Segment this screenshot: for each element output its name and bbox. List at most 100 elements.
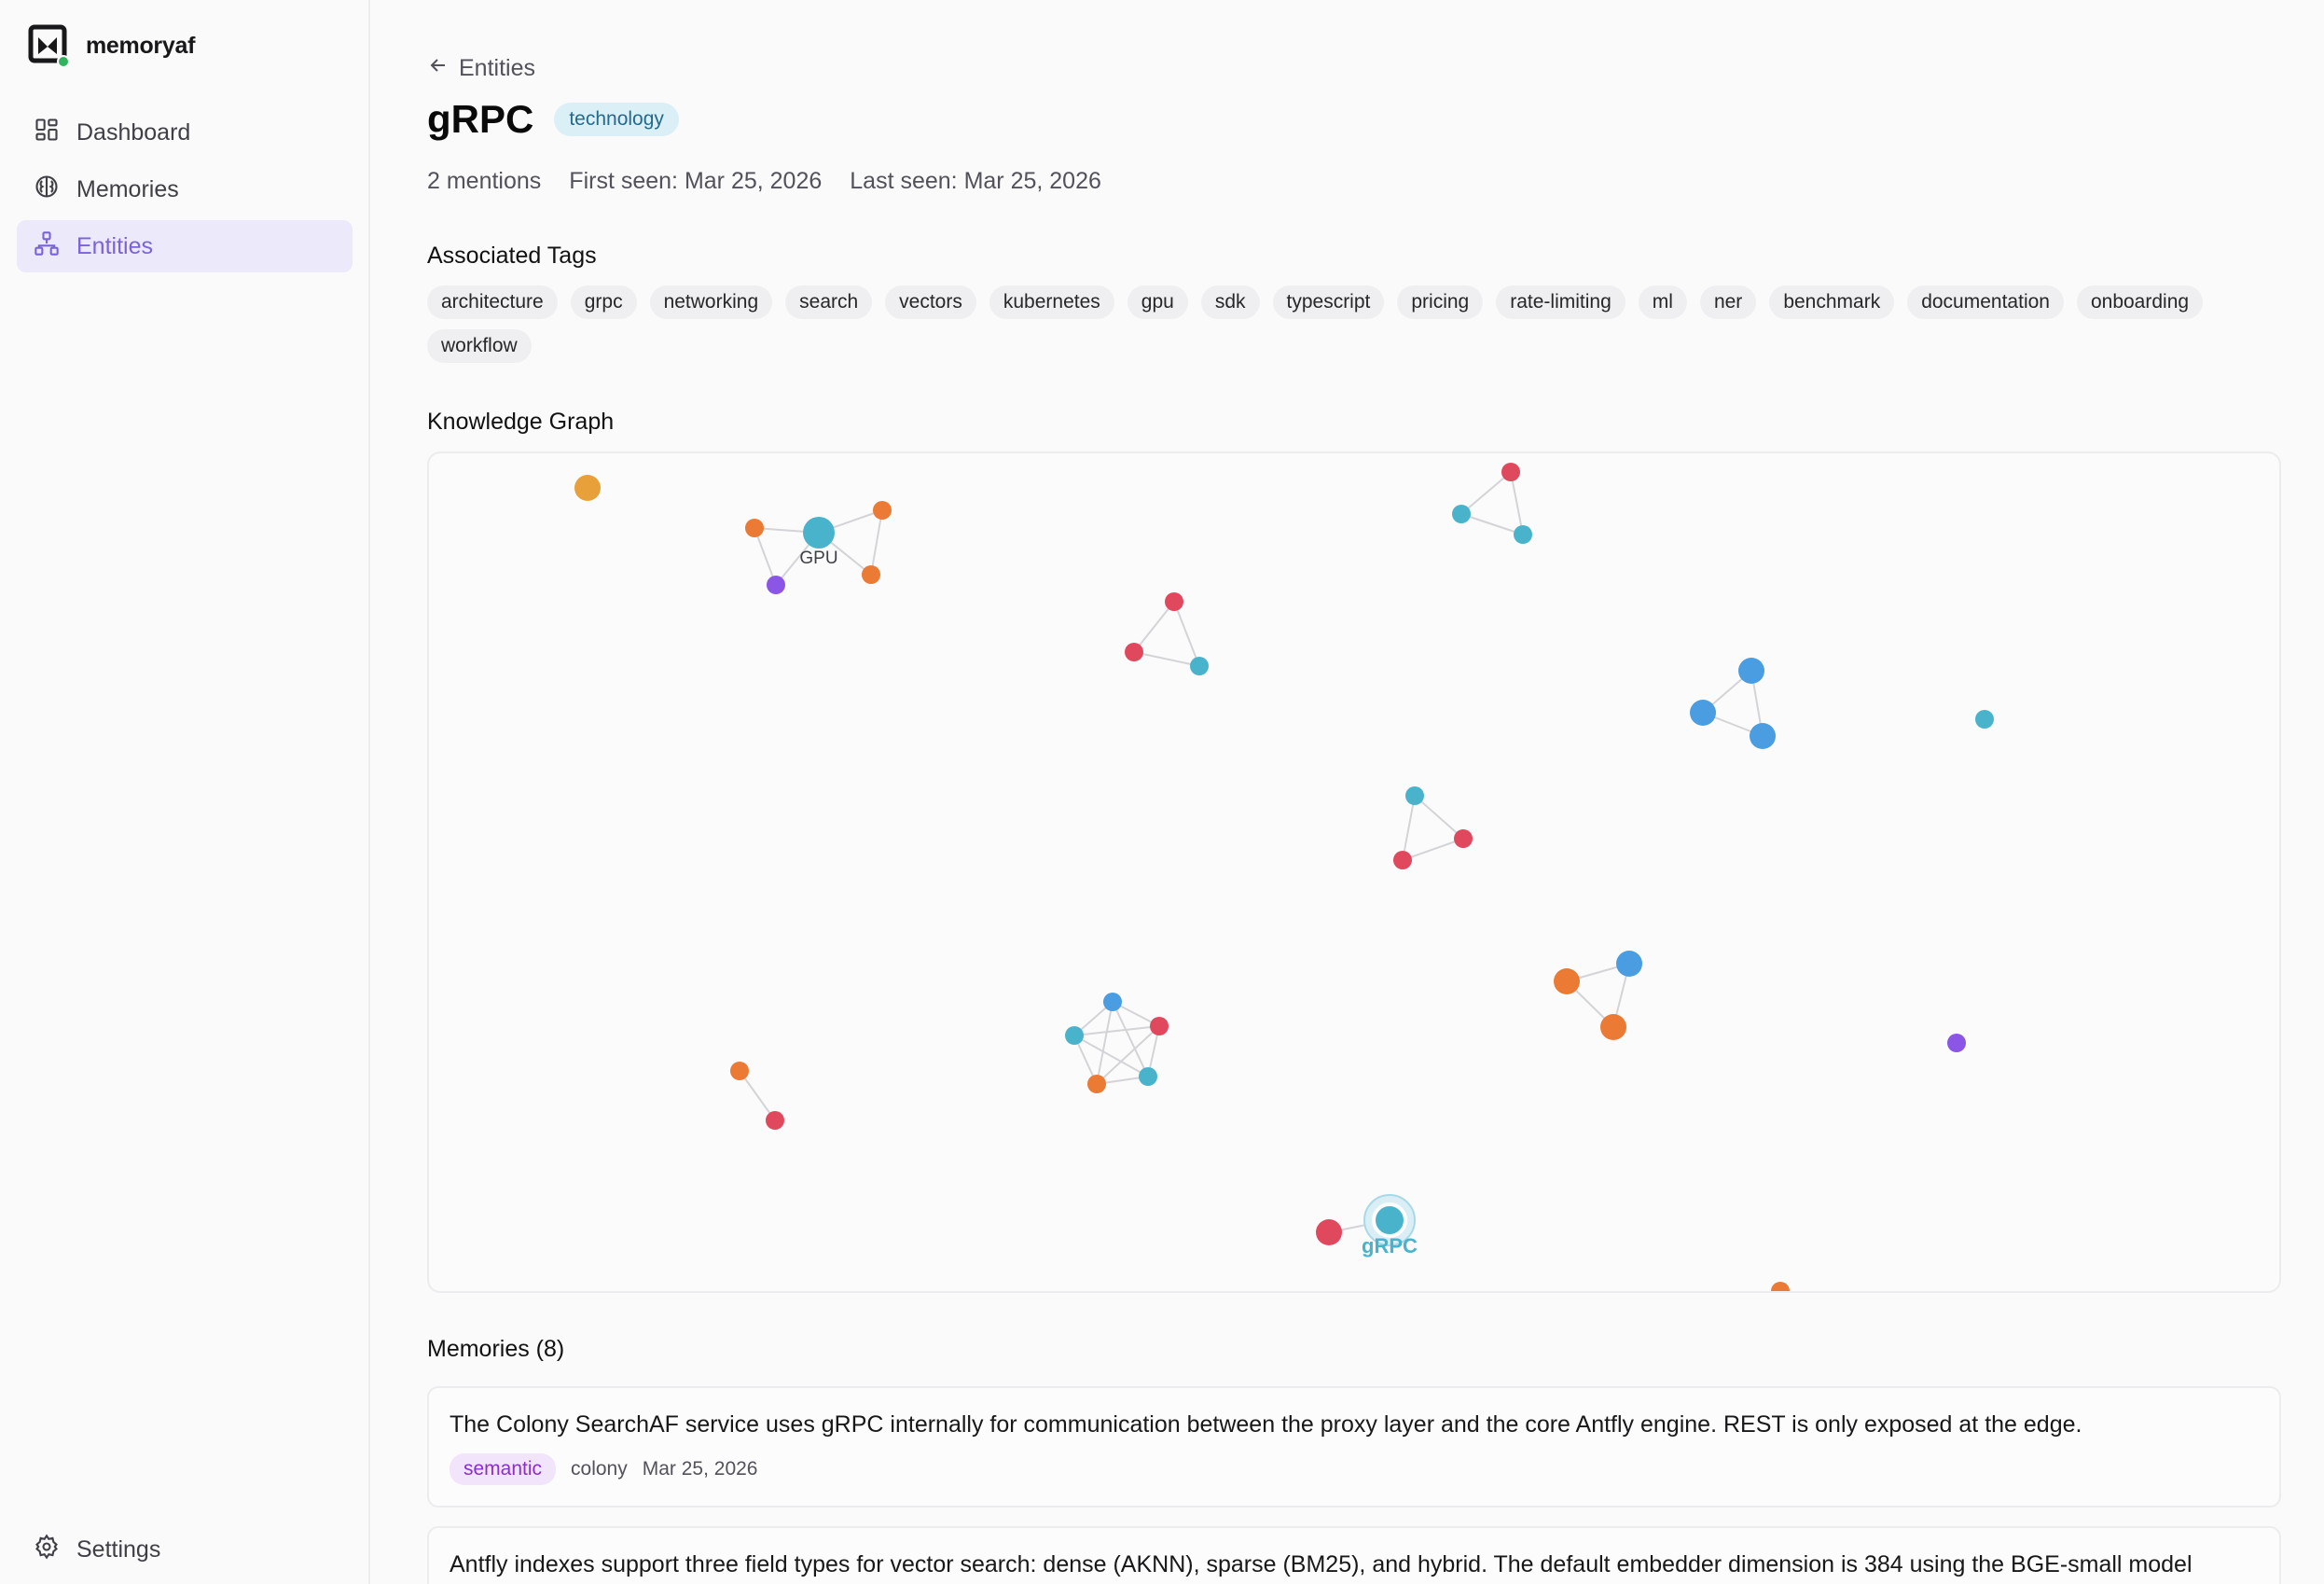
page-title: gRPC — [427, 97, 534, 141]
memory-text: Antfly indexes support three field types… — [450, 1551, 2193, 1577]
graph-node[interactable] — [1065, 1026, 1084, 1045]
sidebar-item-label: Entities — [76, 232, 153, 259]
graph-node[interactable] — [1975, 710, 1994, 729]
graph-node[interactable] — [1750, 723, 1776, 749]
gear-icon — [34, 1533, 60, 1566]
arrow-left-icon — [427, 54, 450, 83]
memory-card[interactable]: Antfly indexes support three field types… — [427, 1526, 2281, 1584]
sidebar: memoryaf Dashboard Memories Entities — [0, 0, 370, 1584]
network-icon — [34, 230, 60, 263]
graph-edge — [754, 527, 777, 586]
graph-node[interactable] — [1514, 525, 1532, 544]
title-row: gRPC technology — [427, 97, 679, 142]
brain-icon — [34, 174, 60, 206]
graph-node[interactable] — [862, 565, 880, 584]
tag-chip[interactable]: vectors — [885, 285, 976, 319]
tag-chip[interactable]: networking — [649, 285, 773, 319]
graph-node-label: GPU — [799, 549, 837, 568]
graph-node-label: gRPC — [1362, 1234, 1418, 1257]
graph-edge — [1096, 1025, 1160, 1085]
memory-source: colony — [571, 1458, 628, 1480]
tag-chip[interactable]: sdk — [1200, 285, 1260, 319]
knowledge-graph[interactable]: GPU gRPC — [427, 452, 2281, 1293]
tag-chip[interactable]: ner — [1699, 285, 1757, 319]
graph-node[interactable] — [730, 1062, 749, 1080]
memory-text: The Colony SearchAF service uses gRPC in… — [450, 1411, 2082, 1438]
graph-node[interactable] — [1087, 1075, 1106, 1093]
graph-edge — [1133, 651, 1200, 667]
entity-type-badge: technology — [554, 103, 679, 136]
graph-node[interactable] — [766, 1111, 784, 1130]
sidebar-item-label: Dashboard — [76, 118, 191, 146]
logo-icon — [28, 24, 71, 68]
graph-node[interactable] — [1372, 1202, 1407, 1238]
back-link-label: Entities — [459, 55, 535, 81]
graph-node[interactable] — [1454, 829, 1473, 848]
graph-edge — [1402, 795, 1416, 861]
graph-edge — [870, 509, 883, 576]
sidebar-item-label: Memories — [76, 175, 179, 202]
graph-node[interactable] — [803, 517, 835, 549]
sidebar-item-memories[interactable]: Memories — [17, 163, 353, 215]
graph-node[interactable] — [1452, 505, 1471, 523]
graph-node[interactable] — [1554, 968, 1580, 994]
graph-node[interactable] — [1103, 993, 1122, 1011]
graph-section-title: Knowledge Graph — [427, 409, 615, 435]
graph-node[interactable] — [1501, 463, 1520, 481]
brand[interactable]: memoryaf — [28, 24, 195, 68]
graph-edge — [1073, 1025, 1160, 1036]
sidebar-item-dashboard[interactable]: Dashboard — [17, 106, 353, 159]
tag-chip[interactable]: onboarding — [2076, 285, 2204, 319]
graph-edge — [1510, 471, 1524, 535]
graph-node[interactable] — [1616, 951, 1642, 977]
entity-meta: 2 mentions First seen: Mar 25, 2026 Last… — [427, 168, 1101, 195]
tag-chip[interactable]: architecture — [427, 285, 558, 319]
sidebar-item-label: Settings — [76, 1535, 161, 1563]
memory-card[interactable]: The Colony SearchAF service uses gRPC in… — [427, 1386, 2281, 1508]
graph-node[interactable] — [1125, 643, 1143, 661]
graph-node[interactable] — [1405, 786, 1424, 805]
tag-chip[interactable]: gpu — [1127, 285, 1188, 319]
graph-node[interactable] — [1771, 1282, 1790, 1293]
graph-edge — [1096, 1001, 1114, 1085]
graph-node[interactable] — [1738, 658, 1764, 684]
tag-chip[interactable]: pricing — [1397, 285, 1484, 319]
graph-node[interactable] — [1690, 700, 1716, 726]
graph-node[interactable] — [1393, 851, 1412, 869]
tag-chip[interactable]: search — [785, 285, 873, 319]
sidebar-item-entities[interactable]: Entities — [17, 220, 353, 272]
main-content: Entities gRPC technology 2 mentions Firs… — [370, 0, 2324, 1584]
memory-type-badge: semantic — [450, 1453, 557, 1485]
memory-meta: semantic colony Mar 25, 2026 — [450, 1453, 2259, 1485]
graph-canvas[interactable]: GPU gRPC — [429, 453, 2281, 1293]
back-link[interactable]: Entities — [427, 54, 535, 83]
tag-chip[interactable]: benchmark — [1769, 285, 1895, 319]
graph-node[interactable] — [1316, 1219, 1342, 1245]
graph-node[interactable] — [1150, 1017, 1169, 1035]
tag-chip[interactable]: typescript — [1272, 285, 1385, 319]
graph-edge — [1073, 1035, 1149, 1077]
graph-node[interactable] — [745, 519, 764, 537]
first-seen: First seen: Mar 25, 2026 — [569, 168, 823, 194]
tag-chip[interactable]: documentation — [1907, 285, 2064, 319]
tag-chip[interactable]: kubernetes — [989, 285, 1114, 319]
graph-node[interactable] — [767, 576, 785, 594]
graph-node[interactable] — [1165, 592, 1183, 611]
graph-node[interactable] — [574, 475, 601, 501]
graph-edge — [1460, 513, 1524, 535]
settings-area: Settings — [17, 1523, 353, 1580]
tag-chip[interactable]: grpc — [570, 285, 637, 319]
graph-edge — [739, 1070, 776, 1121]
graph-node[interactable] — [1600, 1014, 1626, 1040]
tag-chip[interactable]: ml — [1638, 285, 1687, 319]
graph-node[interactable] — [1139, 1067, 1157, 1086]
tag-chip[interactable]: rate-limiting — [1496, 285, 1625, 319]
sidebar-item-settings[interactable]: Settings — [17, 1523, 353, 1576]
graph-node[interactable] — [873, 501, 892, 520]
graph-node[interactable] — [1947, 1034, 1966, 1052]
memories-section-title: Memories (8) — [427, 1336, 565, 1362]
graph-edge — [1414, 795, 1464, 840]
tag-chip[interactable]: workflow — [427, 329, 532, 363]
graph-node[interactable] — [1190, 657, 1209, 675]
